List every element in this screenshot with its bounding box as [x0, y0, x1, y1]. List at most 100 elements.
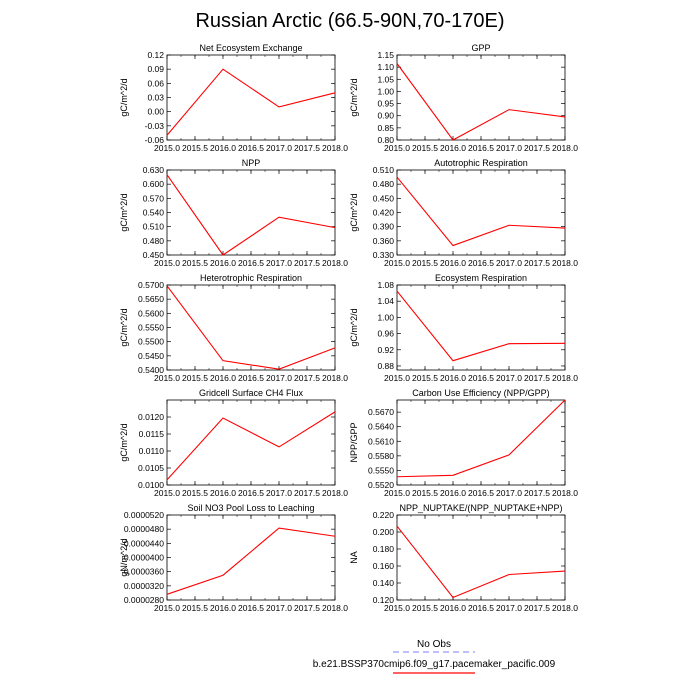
x-tick-label: 2016.0 [210, 258, 236, 268]
figure-title: Russian Arctic (66.5-90N,70-170E) [195, 10, 504, 32]
y-axis-label: NA [349, 551, 359, 564]
x-tick-label: 2018.0 [322, 603, 348, 613]
y-tick-label: 0.03 [147, 93, 164, 103]
x-tick-label: 2017.0 [496, 143, 522, 153]
y-tick-label: 0.0000280 [124, 595, 164, 605]
y-axis-label: gC/m^2/d [119, 308, 129, 346]
x-tick-label: 2017.5 [524, 373, 550, 383]
y-axis-label: gC/m^2/d [349, 193, 359, 231]
x-tick-label: 2016.0 [440, 258, 466, 268]
x-tick-label: 2015.0 [154, 143, 180, 153]
x-tick-label: 2015.5 [412, 603, 438, 613]
x-tick-label: 2017.0 [496, 488, 522, 498]
x-tick-label: 2017.5 [294, 603, 320, 613]
y-tick-label: 1.04 [377, 296, 394, 306]
y-tick-label: -0.06 [145, 135, 165, 145]
y-tick-label: 0.5550 [368, 465, 394, 475]
x-tick-label: 2017.0 [496, 258, 522, 268]
x-tick-label: 2017.0 [266, 258, 292, 268]
plot-frame [166, 399, 336, 486]
y-tick-label: 0.5640 [368, 422, 394, 432]
y-tick-label: 0.0105 [138, 463, 164, 473]
x-tick-label: 2018.0 [552, 373, 578, 383]
x-tick-label: 2016.5 [238, 143, 264, 153]
y-tick-label: 0.00 [147, 107, 164, 117]
plot-frame [166, 169, 336, 256]
y-tick-label: 0.80 [377, 135, 394, 145]
x-tick-label: 2018.0 [322, 488, 348, 498]
y-tick-label: 0.5700 [138, 280, 164, 290]
y-tick-label: 0.5450 [138, 351, 164, 361]
panel-title: Soil NO3 Pool Loss to Leaching [187, 503, 314, 513]
y-tick-label: 0.0000400 [124, 553, 164, 563]
x-tick-label: 2017.5 [294, 488, 320, 498]
x-tick-label: 2017.0 [266, 603, 292, 613]
y-tick-label: 0.420 [373, 208, 395, 218]
chart-panel: Soil NO3 Pool Loss to Leaching 2015.0 2015… [119, 503, 348, 613]
x-tick-label: 2016.5 [468, 373, 494, 383]
y-tick-label: 0.0000480 [124, 524, 164, 534]
x-tick-label: 2015.0 [384, 143, 410, 153]
x-tick-label: 2018.0 [552, 603, 578, 613]
x-tick-label: 2016.5 [468, 143, 494, 153]
plot-frame [396, 169, 566, 256]
y-axis-label: gC/m^2/d [119, 78, 129, 116]
x-tick-label: 2016.5 [468, 603, 494, 613]
x-tick-label: 2015.0 [154, 258, 180, 268]
y-tick-label: 0.5580 [368, 451, 394, 461]
panel-title: Carbon Use Efficiency (NPP/GPP) [412, 388, 549, 398]
x-tick-label: 2015.5 [412, 143, 438, 153]
y-tick-label: 0.540 [143, 208, 165, 218]
x-tick-label: 2017.0 [496, 603, 522, 613]
plot-frame [396, 399, 566, 486]
y-tick-label: 0.450 [143, 250, 165, 260]
x-tick-label: 2016.5 [468, 488, 494, 498]
series-line [396, 525, 566, 599]
series-line [166, 527, 336, 595]
y-tick-label: 0.630 [143, 165, 165, 175]
x-tick-label: 2015.5 [182, 488, 208, 498]
y-tick-label: 0.5610 [368, 436, 394, 446]
x-tick-label: 2017.5 [524, 143, 550, 153]
x-tick-label: 2016.0 [440, 603, 466, 613]
y-tick-label: 0.09 [147, 64, 164, 74]
y-tick-label: 0.96 [377, 329, 394, 339]
x-tick-label: 2016.0 [440, 373, 466, 383]
x-tick-label: 2017.0 [266, 143, 292, 153]
y-tick-label: 0.570 [143, 193, 165, 203]
x-tick-label: 2016.0 [210, 143, 236, 153]
y-tick-label: 0.92 [377, 345, 394, 355]
y-tick-label: 0.0000360 [124, 567, 164, 577]
y-tick-label: 0.160 [373, 561, 395, 571]
y-tick-label: 0.5650 [138, 294, 164, 304]
y-tick-label: 0.95 [377, 99, 394, 109]
panel-title: Autotrophic Respiration [434, 158, 528, 168]
y-tick-label: 1.00 [377, 312, 394, 322]
x-tick-label: 2016.0 [210, 488, 236, 498]
x-tick-label: 2015.5 [412, 373, 438, 383]
x-tick-label: 2017.5 [294, 258, 320, 268]
y-tick-label: 0.5550 [138, 323, 164, 333]
y-axis-label: gC/m^2/d [349, 78, 359, 116]
x-tick-label: 2015.0 [384, 603, 410, 613]
y-tick-label: 1.10 [377, 62, 394, 72]
y-axis-label: gC/m^2/d [119, 423, 129, 461]
x-tick-label: 2016.0 [440, 488, 466, 498]
y-tick-label: 1.00 [377, 86, 394, 96]
panel-title: Heterotrophic Respiration [200, 273, 302, 283]
plot-frame [166, 54, 336, 141]
x-tick-label: 2017.5 [294, 143, 320, 153]
series-line [166, 68, 336, 136]
y-tick-label: 0.480 [143, 236, 165, 246]
chart-panel: GPP 2015.0 2015.5 2016.0 2016.5 2017.0 2017.5 2… [349, 43, 578, 153]
x-tick-label: 2017.0 [266, 373, 292, 383]
y-tick-label: 0.360 [373, 236, 395, 246]
y-tick-label: 0.85 [377, 123, 394, 133]
y-tick-label: 0.0110 [139, 446, 165, 456]
y-tick-label: 0.220 [373, 510, 395, 520]
plot-frame [396, 284, 566, 371]
x-tick-label: 2016.0 [440, 143, 466, 153]
y-tick-label: 0.510 [143, 222, 165, 232]
